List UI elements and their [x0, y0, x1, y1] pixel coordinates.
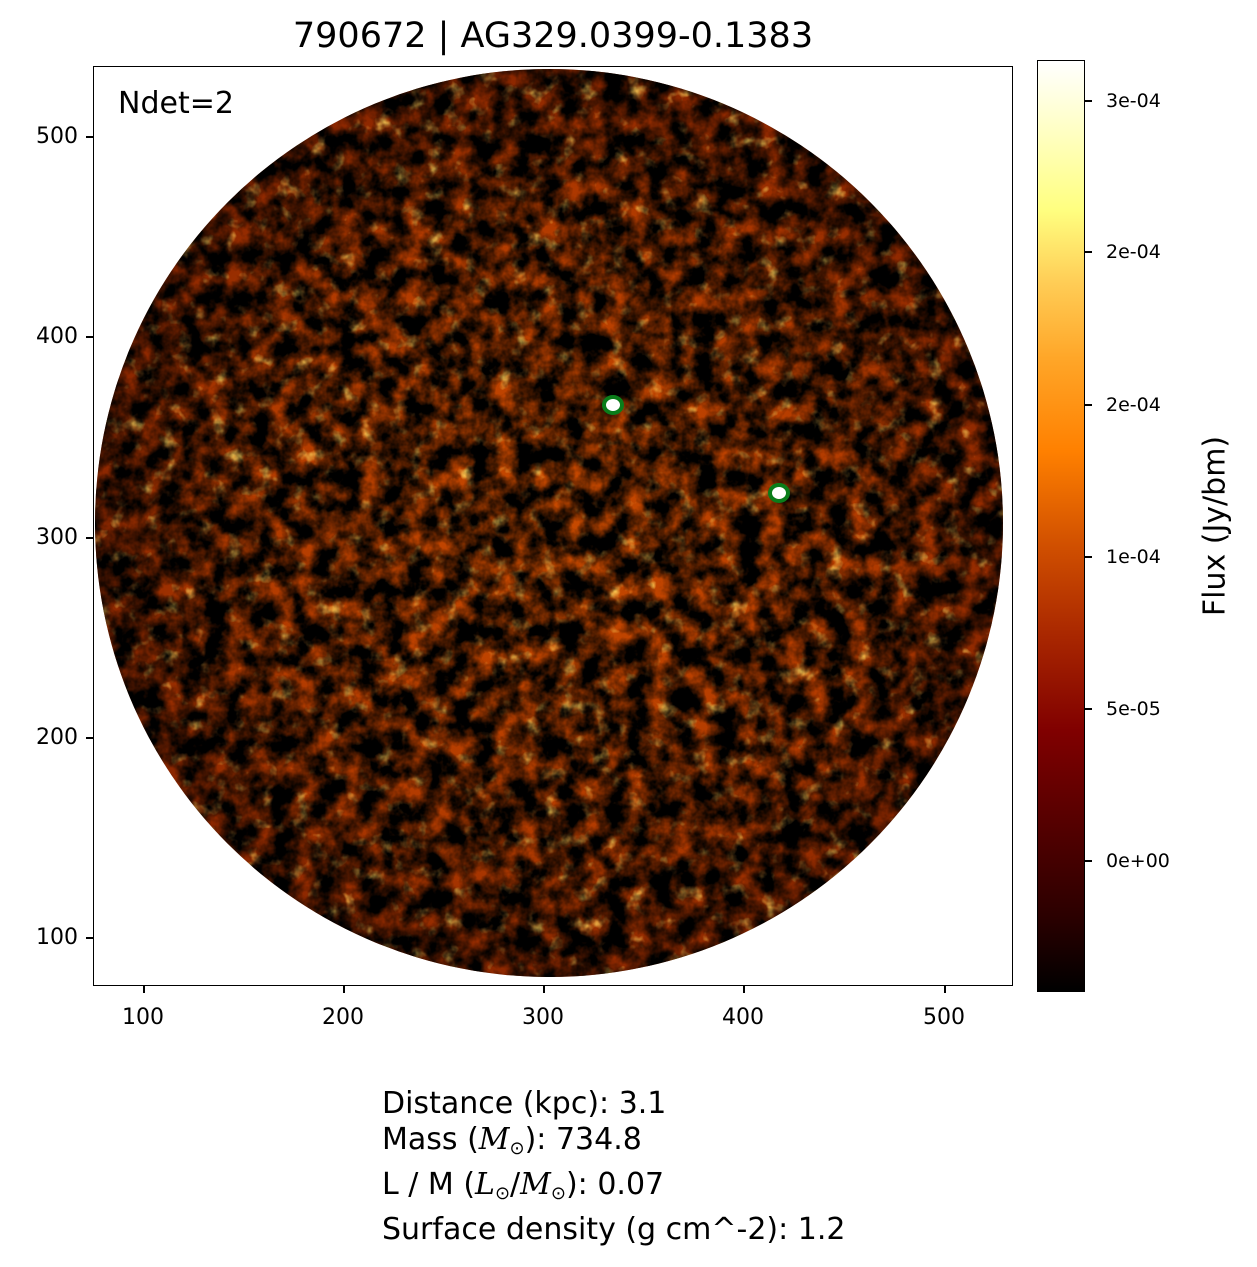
- lm-line: L / M (L⊙/M⊙): 0.07: [382, 1167, 665, 1204]
- colorbar-tick-mark: [1085, 100, 1092, 102]
- colorbar-tick-label: 0e+00: [1106, 850, 1170, 872]
- x-tick-mark: [944, 986, 946, 993]
- y-tick-label: 300: [36, 525, 78, 550]
- y-tick-mark: [86, 537, 93, 539]
- colorbar-tick-label: 5e-05: [1106, 698, 1161, 720]
- y-tick-mark: [86, 937, 93, 939]
- colorbar-tick-mark: [1085, 251, 1092, 253]
- detection-marker: [602, 395, 624, 415]
- distance-line: Distance (kpc): 3.1: [382, 1086, 667, 1121]
- y-tick-label: 400: [36, 324, 78, 349]
- ndet-annotation: Ndet=2: [118, 86, 234, 121]
- x-tick-label: 100: [122, 1005, 164, 1030]
- colorbar-tick-label: 1e-04: [1106, 546, 1161, 568]
- source-info: Distance (kpc): 3.1 Mass (M⊙): 734.8 L /…: [382, 1086, 845, 1248]
- y-tick-label: 200: [36, 725, 78, 750]
- colorbar-tick-label: 2e-04: [1106, 394, 1161, 416]
- x-tick-label: 500: [923, 1005, 965, 1030]
- y-tick-mark: [86, 136, 93, 138]
- y-tick-label: 100: [36, 925, 78, 950]
- plot-title: 790672 | AG329.0399-0.1383: [292, 16, 814, 56]
- image-frame: [93, 66, 1013, 986]
- detection-markers: [602, 395, 790, 503]
- colorbar: [1037, 60, 1085, 992]
- colorbar-label: Flux (Jy/bm): [1197, 435, 1233, 617]
- x-tick-mark: [343, 986, 345, 993]
- colorbar-tick-label: 2e-04: [1106, 241, 1161, 263]
- colorbar-tick-mark: [1085, 404, 1092, 406]
- y-tick-label: 500: [36, 124, 78, 149]
- mass-line: Mass (M⊙): 734.8: [382, 1122, 642, 1159]
- flux-map: [95, 69, 1003, 977]
- x-tick-mark: [743, 986, 745, 993]
- x-tick-label: 400: [722, 1005, 764, 1030]
- colorbar-tick-mark: [1085, 556, 1092, 558]
- x-tick-mark: [143, 986, 145, 993]
- y-tick-mark: [86, 737, 93, 739]
- x-tick-mark: [543, 986, 545, 993]
- colorbar-tick-mark: [1085, 708, 1092, 710]
- detection-marker: [768, 483, 790, 503]
- colorbar-tick-label: 3e-04: [1106, 90, 1161, 112]
- y-tick-mark: [86, 336, 93, 338]
- x-tick-label: 200: [322, 1005, 364, 1030]
- x-tick-label: 300: [522, 1005, 564, 1030]
- colorbar-tick-mark: [1085, 860, 1092, 862]
- surface-density-line: Surface density (g cm^-2): 1.2: [382, 1212, 846, 1247]
